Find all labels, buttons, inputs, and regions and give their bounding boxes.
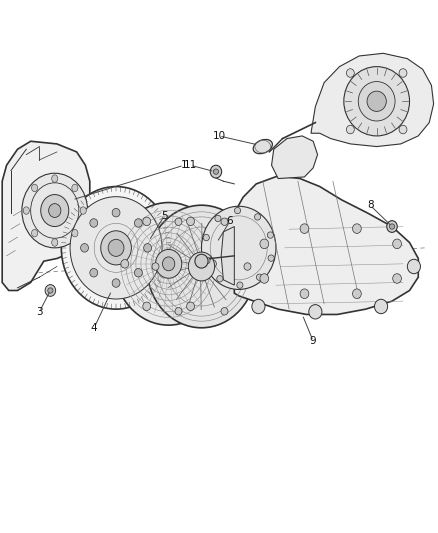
Ellipse shape <box>393 239 402 249</box>
Ellipse shape <box>201 206 276 289</box>
Polygon shape <box>272 136 318 179</box>
Text: 8: 8 <box>367 200 374 210</box>
Ellipse shape <box>48 288 53 293</box>
Ellipse shape <box>32 229 38 237</box>
Ellipse shape <box>81 244 88 252</box>
Ellipse shape <box>260 239 268 249</box>
Text: 11: 11 <box>184 160 197 170</box>
Ellipse shape <box>358 82 395 121</box>
Ellipse shape <box>254 214 261 220</box>
Ellipse shape <box>407 260 420 274</box>
Ellipse shape <box>114 203 223 325</box>
Ellipse shape <box>101 231 131 265</box>
Ellipse shape <box>23 207 29 214</box>
Ellipse shape <box>121 260 129 268</box>
Ellipse shape <box>252 300 265 313</box>
Ellipse shape <box>52 239 58 246</box>
Ellipse shape <box>256 274 262 280</box>
Ellipse shape <box>70 197 162 299</box>
Ellipse shape <box>152 263 159 270</box>
Ellipse shape <box>187 302 194 311</box>
Text: 10: 10 <box>212 131 226 141</box>
Ellipse shape <box>195 254 208 268</box>
Ellipse shape <box>32 184 38 192</box>
Ellipse shape <box>215 215 221 222</box>
Ellipse shape <box>208 260 216 268</box>
Ellipse shape <box>143 217 151 225</box>
Ellipse shape <box>353 289 361 298</box>
Ellipse shape <box>204 257 210 264</box>
Ellipse shape <box>112 208 120 217</box>
Ellipse shape <box>61 187 171 309</box>
Ellipse shape <box>399 125 407 134</box>
Ellipse shape <box>344 67 410 136</box>
Ellipse shape <box>221 218 228 225</box>
Text: 4: 4 <box>91 323 98 333</box>
Ellipse shape <box>387 221 397 232</box>
Ellipse shape <box>155 249 182 278</box>
Ellipse shape <box>374 300 388 313</box>
Text: 9: 9 <box>310 336 317 346</box>
Text: 1: 1 <box>180 160 187 170</box>
Ellipse shape <box>80 207 86 214</box>
Text: 5: 5 <box>161 211 168 221</box>
Ellipse shape <box>260 274 268 284</box>
Ellipse shape <box>90 269 98 277</box>
Ellipse shape <box>41 195 69 227</box>
Ellipse shape <box>244 263 251 270</box>
Ellipse shape <box>210 165 222 178</box>
Ellipse shape <box>22 173 88 248</box>
Ellipse shape <box>399 69 407 77</box>
Ellipse shape <box>346 69 354 77</box>
Ellipse shape <box>237 282 243 288</box>
Polygon shape <box>311 53 434 147</box>
Ellipse shape <box>143 302 151 311</box>
Text: 3: 3 <box>36 307 43 317</box>
Ellipse shape <box>162 257 175 271</box>
Ellipse shape <box>187 217 194 225</box>
Ellipse shape <box>49 204 61 217</box>
Ellipse shape <box>346 125 354 134</box>
Ellipse shape <box>353 224 361 233</box>
Ellipse shape <box>175 308 182 315</box>
Polygon shape <box>234 176 418 314</box>
Ellipse shape <box>300 289 309 298</box>
Ellipse shape <box>147 205 256 328</box>
Ellipse shape <box>72 229 78 237</box>
Ellipse shape <box>300 224 309 233</box>
Ellipse shape <box>267 232 273 238</box>
Polygon shape <box>221 227 234 285</box>
Ellipse shape <box>108 239 124 256</box>
Polygon shape <box>2 141 90 290</box>
Ellipse shape <box>213 169 219 174</box>
Ellipse shape <box>393 274 402 284</box>
Ellipse shape <box>134 269 142 277</box>
Ellipse shape <box>175 218 182 225</box>
Ellipse shape <box>52 175 58 182</box>
Ellipse shape <box>309 305 322 319</box>
Ellipse shape <box>112 279 120 287</box>
Ellipse shape <box>389 224 395 229</box>
Ellipse shape <box>134 219 142 227</box>
Ellipse shape <box>72 184 78 192</box>
Ellipse shape <box>234 207 240 214</box>
Ellipse shape <box>203 235 209 241</box>
Ellipse shape <box>217 276 223 282</box>
Ellipse shape <box>221 308 228 315</box>
Ellipse shape <box>268 255 274 261</box>
Ellipse shape <box>367 91 386 111</box>
Ellipse shape <box>90 219 98 227</box>
Ellipse shape <box>253 140 272 154</box>
Ellipse shape <box>45 285 56 296</box>
Ellipse shape <box>144 244 152 252</box>
Text: 6: 6 <box>226 216 233 226</box>
Ellipse shape <box>188 252 215 281</box>
